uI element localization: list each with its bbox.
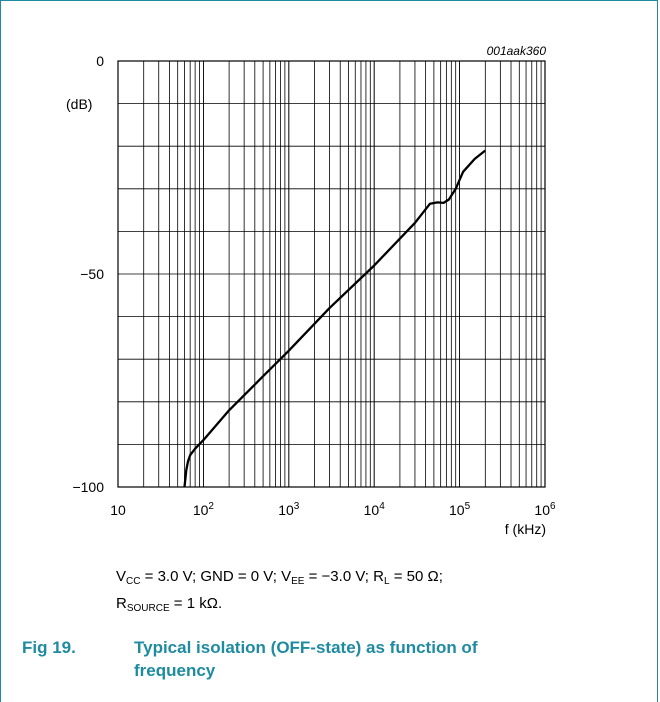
y-tick-label: 0 [96, 53, 104, 69]
vee-subscript: EE [291, 576, 305, 587]
caption-line-2: frequency [134, 661, 216, 680]
x-tick-label: 10 [110, 502, 126, 518]
conditions-text-1: = 3.0 V; GND = 0 V; [140, 568, 282, 585]
caption-title-1: Typical isolation (OFF-state) as functio… [134, 638, 478, 657]
conditions-text-3: = 50 Ω; [389, 568, 443, 585]
y-tick-label: −50 [80, 266, 104, 282]
vcc-symbol: V [116, 568, 127, 585]
x-axis-label: f (kHz) [505, 521, 546, 537]
rsource-subscript: SOURCE [126, 603, 170, 614]
figure-number: Fig 19. [22, 638, 76, 657]
x-tick-label: 102 [193, 501, 215, 518]
isolation-curve [183, 149, 487, 488]
conditions-line-2: RSOURCE = 1 kΩ. [116, 593, 443, 620]
y-tick-label: −100 [72, 479, 104, 495]
x-tick-label: 105 [449, 501, 471, 518]
conditions-text-4: = 1 kΩ. [169, 595, 223, 612]
x-tick-label: 106 [534, 501, 556, 518]
conditions-text-2: = −3.0 V; [304, 568, 374, 585]
y-tick-labels: 0 −50 −100 [72, 53, 104, 495]
rsource-symbol: R [116, 595, 127, 612]
test-conditions: VCC = 3.0 V; GND = 0 V; VEE = −3.0 V; RL… [116, 566, 443, 620]
conditions-line-1: VCC = 3.0 V; GND = 0 V; VEE = −3.0 V; RL… [116, 566, 443, 593]
chart-grid [118, 61, 545, 487]
y-axis-label: (dB) [66, 96, 92, 112]
caption-line-1: Fig 19. Typical isolation (OFF-state) as … [22, 636, 642, 659]
figure-id: 001aak360 [487, 44, 547, 58]
vee-symbol: V [281, 568, 292, 585]
rl-symbol: R [373, 568, 384, 585]
isolation-chart: 10 102 103 104 105 106 0−50−100 (dB) f (kHz) … [66, 44, 556, 537]
figure-caption: Fig 19. Typical isolation (OFF-state) as … [22, 636, 642, 682]
x-tick-label: 103 [278, 501, 300, 518]
vcc-subscript: CC [126, 576, 141, 587]
x-tick-label: 104 [364, 501, 386, 518]
plot-border [117, 60, 546, 488]
rl-subscript: L [383, 576, 390, 587]
x-tick-labels: 10 102 103 104 105 106 [110, 501, 556, 518]
